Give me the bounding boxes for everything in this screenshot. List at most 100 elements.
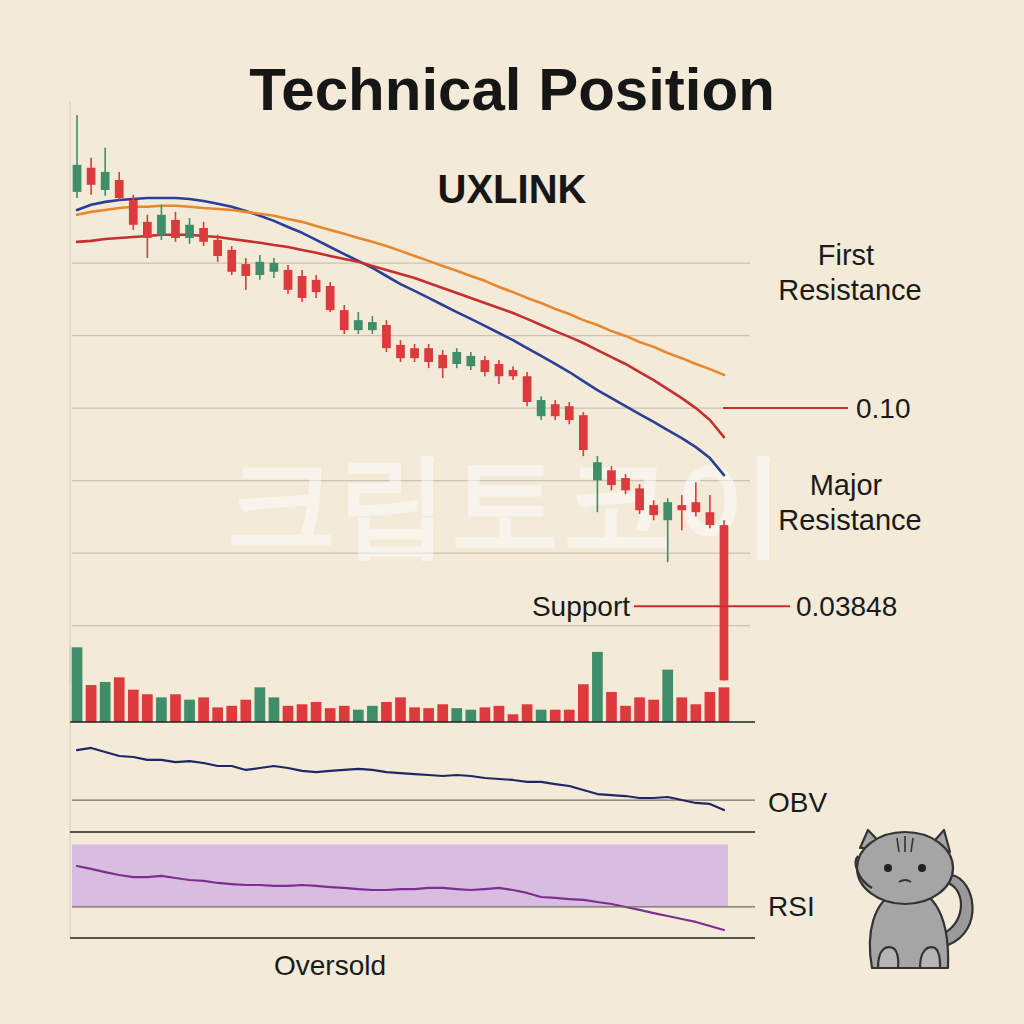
volume-bar [465,710,476,722]
annotation-value: 0.10 [856,393,911,424]
candle [241,258,250,290]
candle-body [523,376,532,402]
volume-bar [494,706,505,722]
candle-body [565,406,574,420]
candle [129,195,138,230]
chart-canvas: Technical PositionUXLINK크립토코이First Resis… [0,0,1024,1024]
panel-separator [70,721,755,723]
candle-body [691,502,700,512]
volume-bar [395,697,406,722]
candle-body [326,286,335,310]
annotation-line-text: First [818,239,882,271]
candle-body [509,370,518,376]
candle-body [579,415,588,450]
volume-bar [72,647,83,722]
annotation-label: Support [532,591,630,622]
volume-bar [311,702,322,722]
candle [87,158,96,195]
candle [171,212,180,242]
volume-bar [114,677,125,722]
candle-body [101,172,110,190]
candle [607,466,616,490]
volume-bar [564,710,575,722]
candle [101,148,110,196]
volume-bar [255,687,266,722]
candle-body [424,348,433,362]
candle-body [396,345,405,358]
candle-body [410,348,419,358]
volume-bar [536,710,547,722]
volume-bar [522,704,533,722]
candle [537,396,546,420]
candle-body [621,478,630,490]
candle [298,270,307,302]
candle [73,115,82,198]
volume-bar [297,704,308,722]
volume-bar [269,697,280,722]
candle-body [185,225,194,238]
candle-body [73,165,82,192]
volume-bar [198,697,209,722]
candle [199,222,208,246]
candle-body [720,525,729,680]
candle-body [452,352,461,364]
candle-body [537,400,546,416]
candle-body [143,222,152,238]
candle [270,258,279,278]
candle [185,218,194,244]
candle [438,350,447,378]
volume-bar [423,708,434,722]
panel-separator [70,831,755,833]
cat-eye [918,864,926,872]
panel-label: RSI [768,891,815,922]
axis-line [70,102,71,682]
candle-body [199,228,208,242]
candle [677,495,686,530]
candle [565,402,574,424]
volume-bar [128,690,139,722]
candle-wick [681,495,683,530]
annotation-line [634,605,790,607]
candle [410,344,419,362]
volume-bar [184,700,195,722]
obv-line [77,748,724,810]
axis-line [70,645,71,722]
candle-body [87,168,96,185]
volume-bar [381,702,392,722]
candle-body [354,320,363,330]
candle [157,205,166,240]
volume-bar [578,684,589,722]
volume-bar [606,692,617,722]
volume-bar [142,694,153,722]
volume-bar [240,700,251,722]
volume-bar [508,714,519,722]
cat-head [857,832,953,904]
volume-bar [367,706,378,722]
cat-mascot [856,830,973,968]
volume-bar [226,706,237,722]
candle [227,246,236,275]
background [0,0,1024,1024]
candle [551,400,560,420]
candle [635,484,644,514]
candle [481,356,490,376]
grid-line [72,625,750,626]
candle-body [227,250,236,272]
candle [509,366,518,380]
candle-body [368,322,377,330]
grid-line [72,407,750,408]
candle [340,305,349,334]
candle-body [663,502,672,520]
volume-bar [325,708,336,722]
candle-body [438,355,447,368]
volume-bar [648,700,659,722]
candle [720,520,729,680]
candle-body [213,240,222,256]
grid-line [72,799,755,800]
candle [466,352,475,370]
candle-body [312,280,321,292]
volume-bar [86,685,97,722]
title: Technical Position [249,56,775,123]
cat-eye [884,864,892,872]
candle-body [270,263,279,272]
